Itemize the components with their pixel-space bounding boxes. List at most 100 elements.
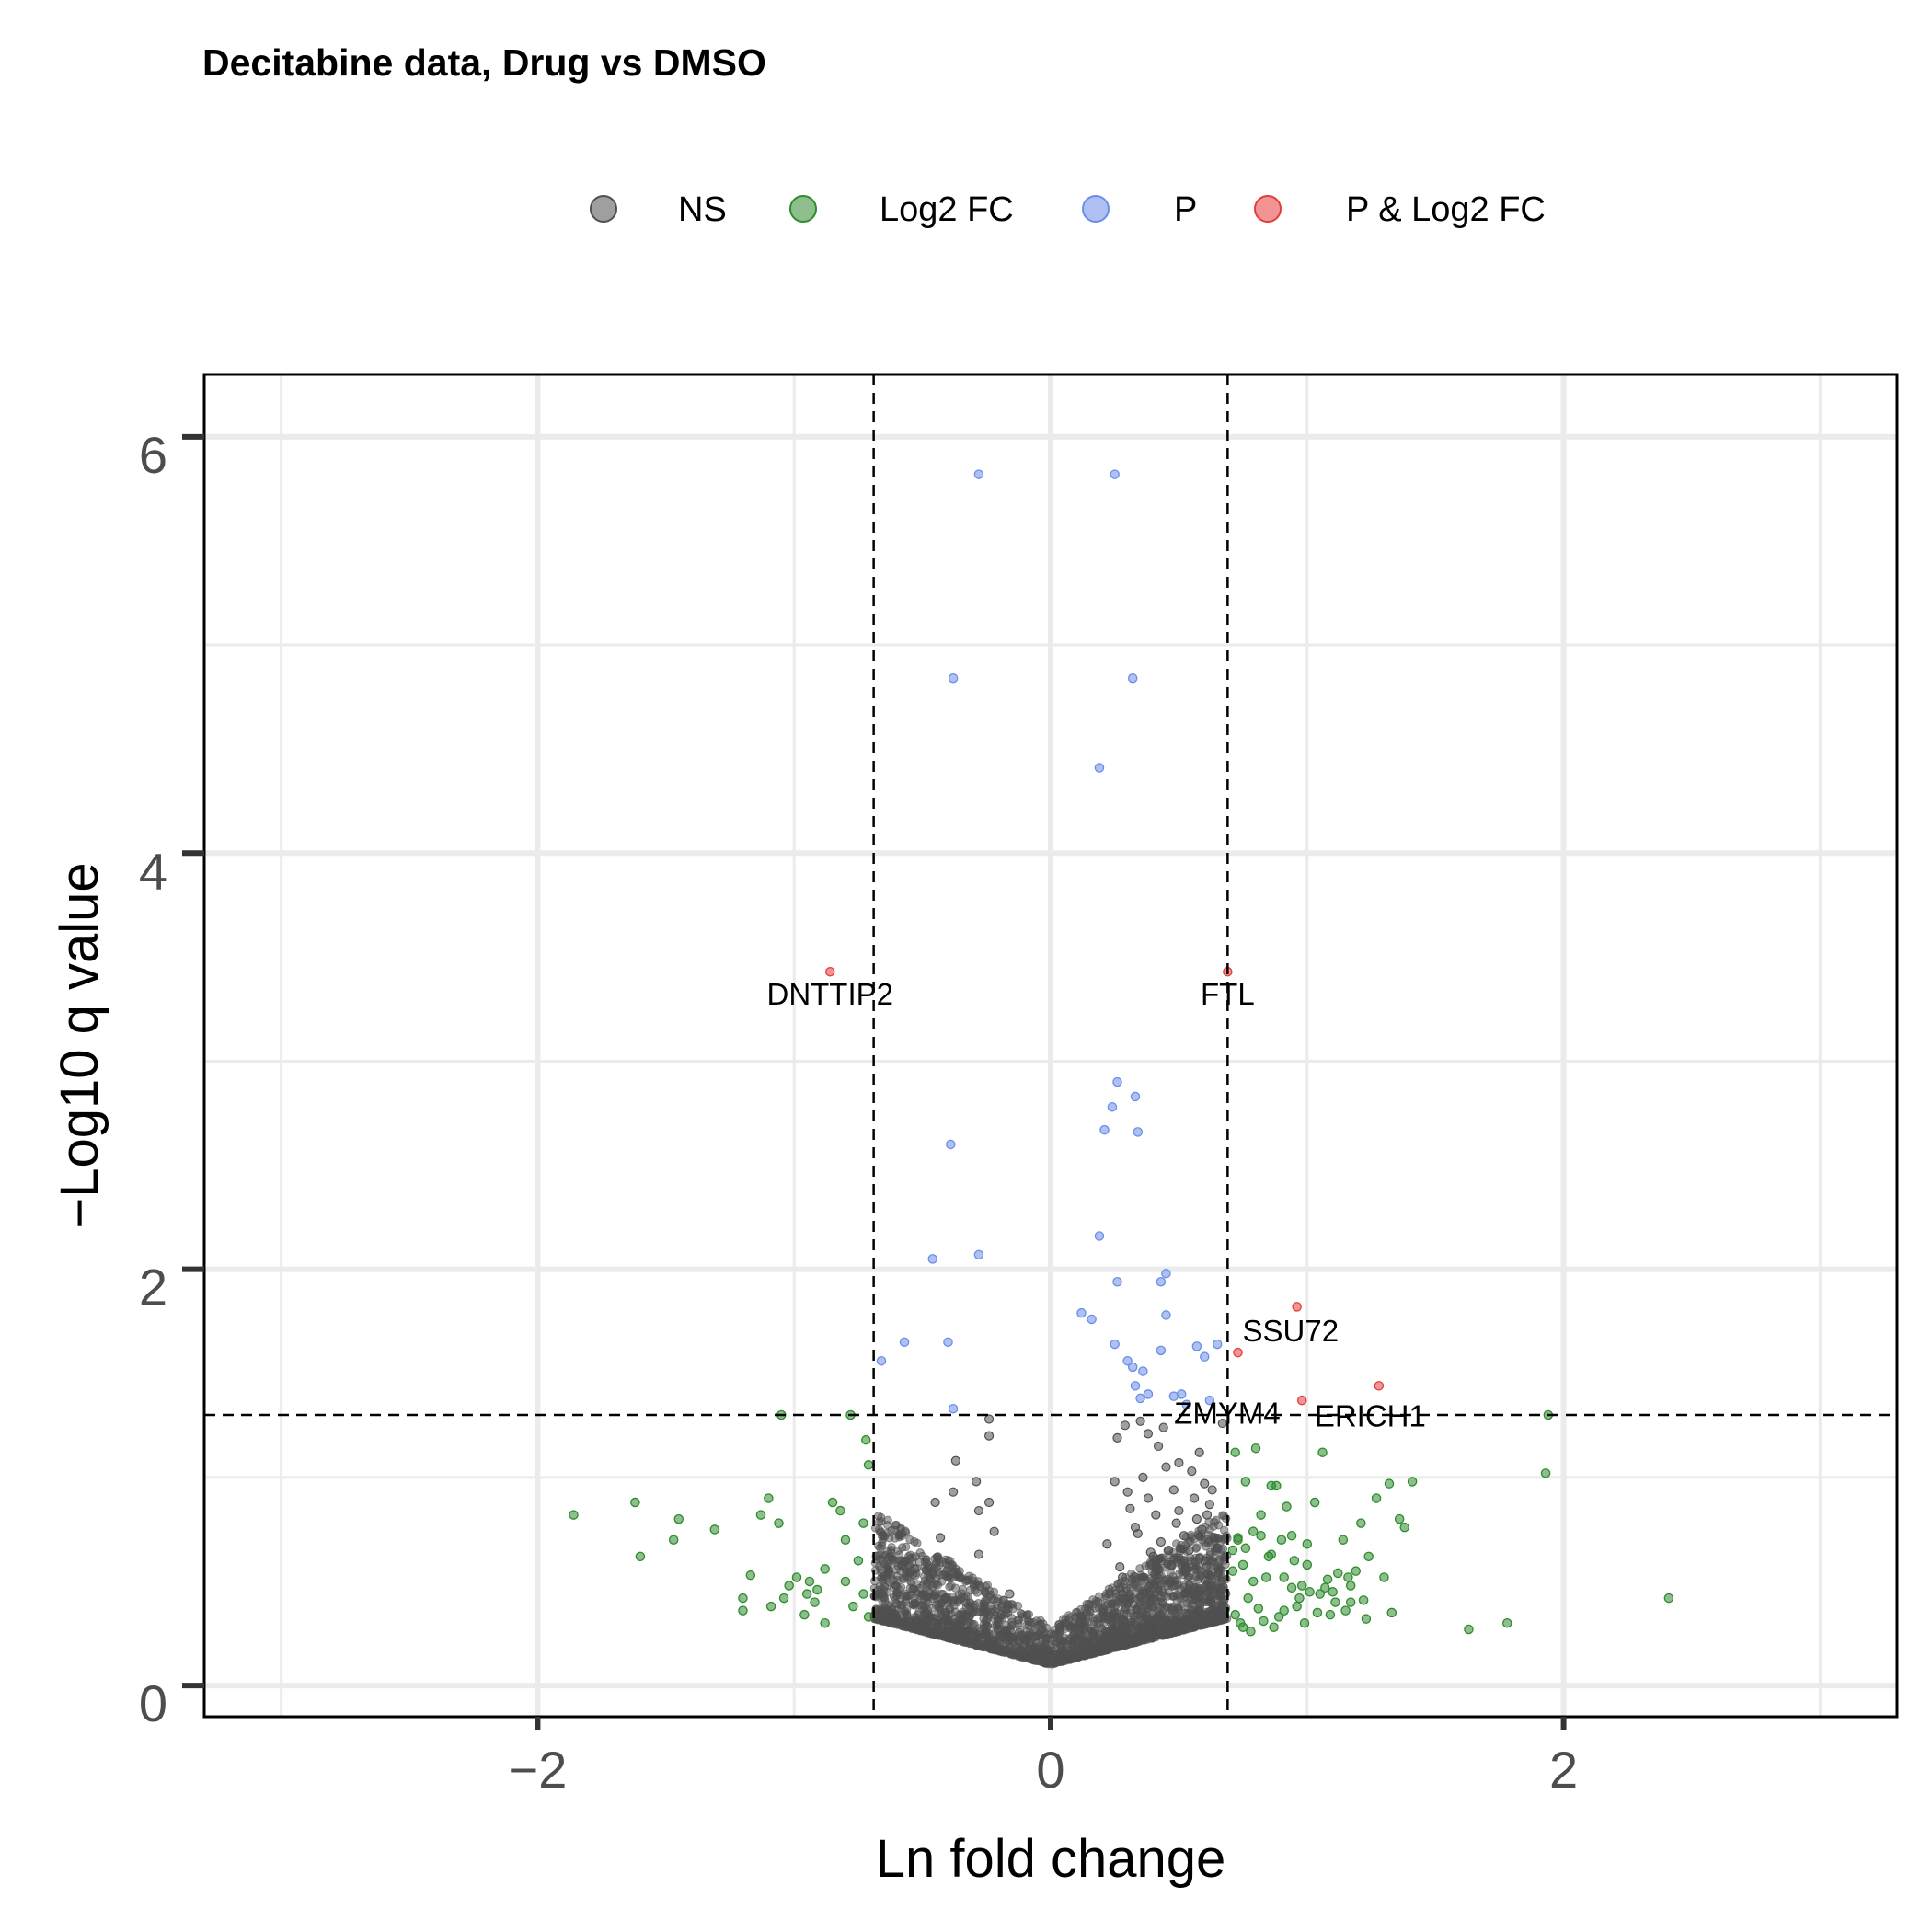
ns-point [1135, 1416, 1145, 1426]
ns-point [1060, 1633, 1069, 1642]
ns-point [1089, 1626, 1099, 1635]
point-log2-fc [1386, 1607, 1397, 1618]
point-log2-fc [1273, 1612, 1284, 1622]
point-log2-fc [1237, 1559, 1248, 1570]
ns-point [945, 1604, 954, 1613]
ns-point [1210, 1533, 1220, 1543]
point-log2-fc [1384, 1478, 1395, 1489]
point-log2-fc [1250, 1443, 1261, 1454]
point-p-log2-fc [1233, 1347, 1243, 1358]
point-p [899, 1337, 910, 1348]
ns-point [1027, 1639, 1036, 1649]
ns-point [1153, 1441, 1164, 1452]
ns-point [883, 1600, 893, 1610]
point-log2-fc [745, 1570, 756, 1581]
ns-point [936, 1533, 946, 1543]
ns-point [940, 1593, 949, 1604]
ns-point [962, 1627, 972, 1637]
point-log2-fc [1256, 1530, 1266, 1541]
legend-label: P & Log2 FC [1346, 190, 1546, 229]
ns-point [1169, 1581, 1179, 1591]
point-p [1110, 1339, 1120, 1350]
point-log2-fc [858, 1518, 868, 1528]
ns-point [922, 1558, 932, 1568]
ns-point [1133, 1594, 1143, 1604]
point-log2-fc [1266, 1549, 1277, 1559]
ns-point [917, 1551, 927, 1561]
ns-point [1007, 1634, 1017, 1643]
x-axis-title: Ln fold change [876, 1829, 1226, 1889]
point-log2-fc [1464, 1624, 1474, 1635]
ns-point [979, 1623, 989, 1633]
ns-point [1116, 1616, 1125, 1625]
ns-point [1121, 1603, 1130, 1612]
gene-label: ERICH1 [1315, 1398, 1426, 1432]
point-log2-fc [812, 1584, 822, 1595]
ns-point [1110, 1477, 1120, 1487]
ns-point [1104, 1599, 1113, 1609]
ns-point [1179, 1624, 1190, 1633]
ns-point [1024, 1621, 1033, 1630]
ns-point [1151, 1510, 1161, 1520]
ns-point [1098, 1611, 1107, 1620]
point-log2-fc [1501, 1617, 1512, 1628]
point-p [1130, 1091, 1141, 1102]
axes: −2 0 2 0 2 4 6 [139, 426, 1578, 1799]
ns-point [1018, 1612, 1028, 1622]
ns-point [1125, 1503, 1135, 1513]
ns-point [1166, 1559, 1177, 1570]
point-p [1138, 1366, 1148, 1376]
ns-point [1034, 1650, 1044, 1660]
point-log2-fc [569, 1510, 579, 1520]
ns-point [1184, 1545, 1194, 1556]
ns-point [877, 1541, 887, 1550]
point-log2-fc [1338, 1535, 1349, 1545]
ns-point [1115, 1562, 1125, 1572]
ns-point [950, 1455, 960, 1466]
ns-point [1143, 1493, 1154, 1503]
point-log2-fc [1407, 1477, 1418, 1487]
point-log2-fc [709, 1524, 720, 1535]
ns-point [1086, 1600, 1095, 1609]
ns-point [950, 1583, 960, 1593]
ns-point [1061, 1615, 1071, 1624]
point-log2-fc [861, 1434, 871, 1445]
point-log2-fc [1356, 1518, 1366, 1528]
point-p [943, 1337, 953, 1348]
point-log2-fc [810, 1597, 820, 1607]
legend-key-p-log2-fc [1254, 195, 1282, 223]
ns-point [1070, 1623, 1080, 1632]
ns-point [929, 1580, 939, 1589]
ns-point [1140, 1636, 1150, 1645]
y-tick-label: 2 [139, 1259, 167, 1317]
ns-point [1086, 1639, 1095, 1649]
point-p [948, 1403, 959, 1414]
ns-point [1175, 1602, 1184, 1611]
ns-point [1207, 1609, 1217, 1618]
point-p [1110, 469, 1120, 479]
point-log2-fc [840, 1535, 851, 1545]
ns-point [983, 1497, 995, 1508]
ns-point [1191, 1514, 1202, 1524]
ns-point [1167, 1604, 1178, 1614]
ns-point [1093, 1597, 1103, 1606]
point-log2-fc [1248, 1576, 1259, 1587]
ns-point [1200, 1478, 1210, 1489]
ns-point [903, 1617, 912, 1627]
point-p [1200, 1351, 1210, 1362]
ns-point [900, 1574, 909, 1583]
ns-point [1131, 1581, 1141, 1590]
ns-point [1052, 1638, 1062, 1648]
ns-point [1147, 1576, 1157, 1585]
ns-point [894, 1550, 904, 1559]
ns-point [1168, 1485, 1179, 1495]
threshold-lines [204, 374, 1897, 1717]
ns-point [908, 1584, 917, 1594]
ns-point [1059, 1653, 1068, 1662]
ns-point [924, 1571, 933, 1581]
ns-point [1003, 1602, 1012, 1611]
point-p [1212, 1339, 1223, 1350]
ns-point [891, 1610, 901, 1620]
ns-point [961, 1611, 972, 1620]
ns-point [1088, 1649, 1098, 1658]
